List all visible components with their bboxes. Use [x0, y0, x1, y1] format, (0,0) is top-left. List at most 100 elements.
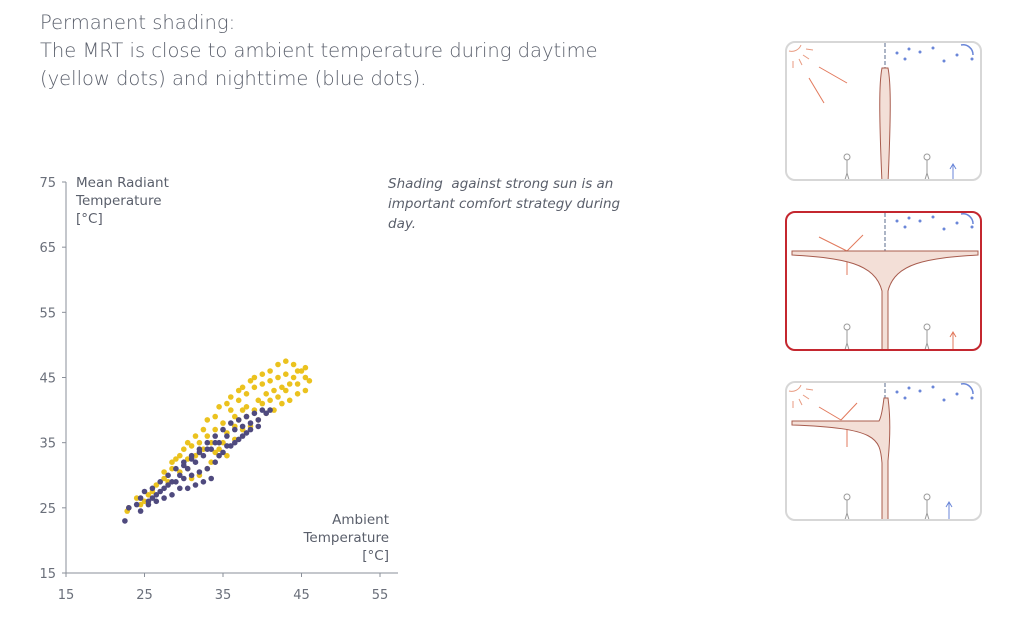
daytime-point [169, 465, 175, 472]
daytime-point [290, 374, 297, 381]
nighttime-point [239, 423, 246, 430]
pole-icon [879, 67, 891, 179]
sun-icon [788, 384, 814, 408]
y-axis-label-line-3: [°C] [76, 211, 103, 227]
daytime-point [173, 456, 179, 462]
daytime-point [275, 394, 281, 400]
daytime-point [208, 439, 214, 446]
x-axis-label-line-1: Ambient [332, 512, 389, 528]
daytime-point [235, 387, 242, 394]
nighttime-point [177, 485, 183, 492]
nighttime-point [188, 472, 195, 479]
nighttime-point [204, 446, 211, 453]
x-tick-label: 55 [372, 588, 389, 603]
person-icon-right [923, 323, 931, 349]
daytime-point [153, 482, 160, 488]
panel-cantilever-shading [785, 381, 982, 521]
daytime-point [259, 400, 266, 407]
nighttime-point [255, 423, 262, 430]
nighttime-point [224, 443, 230, 449]
daytime-point [294, 391, 301, 397]
panel-pole-shading [785, 41, 982, 181]
nighttime-point [255, 417, 262, 423]
nighttime-point [133, 501, 140, 508]
nighttime-point [251, 410, 258, 417]
nighttime-point [235, 436, 242, 443]
daytime-point [283, 371, 289, 377]
sky-stars-icon [895, 215, 974, 231]
daytime-point [204, 417, 211, 423]
daytime-point [145, 492, 152, 498]
nighttime-point [192, 459, 199, 466]
daytime-point [251, 374, 258, 381]
daytime-point [279, 384, 285, 391]
sun-icon [788, 44, 814, 68]
daytime-point [267, 378, 273, 384]
daytime-point [200, 446, 207, 453]
daytime-point [220, 420, 226, 426]
nighttime-point [208, 446, 214, 453]
nighttime-point [177, 472, 183, 479]
daytime-point [283, 387, 289, 394]
daytime-point [137, 501, 144, 508]
moon-icon [960, 213, 974, 225]
sun-ray-icon [818, 402, 858, 447]
daytime-point [306, 378, 313, 384]
daytime-point [259, 371, 266, 377]
y-tick-labels: 15 25 35 45 55 65 75 [39, 176, 66, 582]
daytime-point [212, 449, 218, 456]
daytime-point [220, 439, 226, 446]
daytime-point [243, 391, 250, 397]
person-icon-left [843, 153, 851, 179]
nighttime-point [157, 479, 163, 485]
heading-line-1: Permanent shading: [40, 11, 236, 34]
daytime-point [255, 397, 262, 404]
x-tick-labels: 15 25 35 45 55 [58, 573, 389, 603]
moon-icon [960, 44, 974, 56]
sun-ray-icon [808, 66, 848, 104]
daytime-point [133, 495, 140, 501]
y-tick-label: 15 [39, 567, 56, 582]
nighttime-point [212, 459, 218, 466]
daytime-point [181, 446, 187, 453]
daytime-point [212, 426, 218, 433]
daytime-point [251, 384, 258, 391]
nighttime-point [169, 479, 175, 485]
daytime-point [192, 433, 199, 439]
nighttime-point [122, 518, 128, 524]
nighttime-point [165, 472, 171, 479]
y-tick-label: 45 [39, 372, 56, 387]
y-tick-label: 55 [39, 306, 56, 321]
daytime-point [302, 374, 309, 381]
daytime-point [302, 364, 309, 371]
nighttime-point [153, 492, 160, 498]
daytime-point [239, 384, 246, 391]
nighttime-point [239, 433, 246, 439]
daytime-point [271, 387, 277, 394]
nighttime-point [200, 479, 207, 485]
y-tick-label: 75 [39, 176, 56, 191]
nighttime-point [184, 465, 191, 472]
x-axis-label-line-3: [°C] [362, 548, 389, 564]
nighttime-point [212, 433, 218, 439]
person-icon-right [923, 153, 931, 179]
nighttime-point [161, 495, 167, 501]
daytime-point [212, 413, 218, 420]
x-tick-label: 45 [293, 588, 310, 603]
daytime-point [208, 459, 214, 466]
daytime-point [279, 400, 285, 407]
nighttime-point [184, 485, 191, 492]
daytime-point [216, 446, 222, 453]
heat-arrow-icon [949, 163, 957, 179]
nighttime-point [196, 469, 203, 475]
daytime-point [228, 407, 234, 413]
nighttime-point [204, 439, 211, 446]
daytime-point [290, 361, 297, 368]
daytime-point [228, 394, 234, 400]
daytime-point [247, 378, 254, 384]
nighttime-point [173, 465, 179, 472]
daytime-point [232, 413, 238, 420]
nighttime-point [157, 488, 163, 495]
sky-stars-icon [895, 385, 974, 402]
daytime-point [294, 381, 301, 387]
